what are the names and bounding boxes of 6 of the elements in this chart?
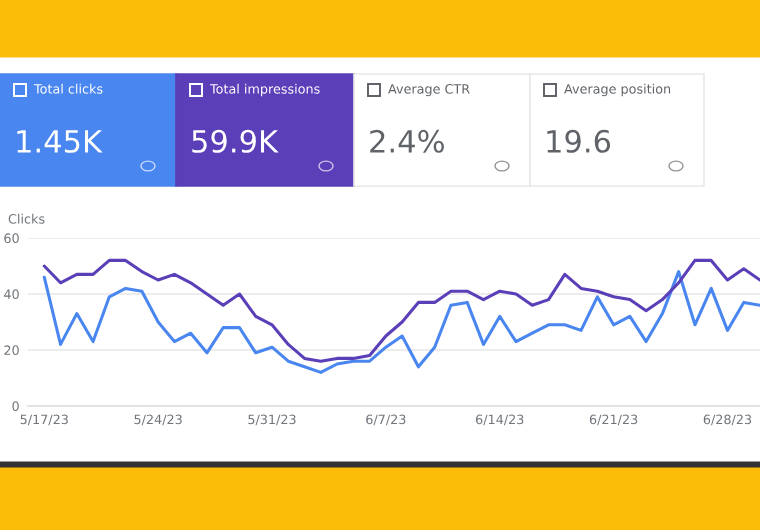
line-series (42, 270, 760, 374)
line-series (42, 258, 760, 363)
text: 2.4% (370, 129, 444, 153)
text: 1.45K (17, 130, 103, 153)
text: 59.9K (192, 129, 279, 153)
text: 19.6 (547, 129, 611, 153)
